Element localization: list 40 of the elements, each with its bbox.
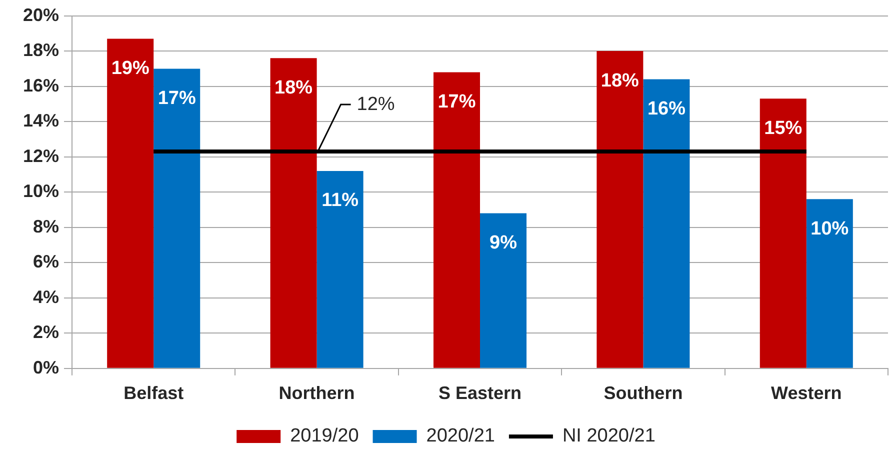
x-tick-label: Southern	[604, 383, 683, 404]
bar	[643, 79, 690, 368]
y-tick-label: 18%	[22, 40, 59, 60]
y-tick-label: 0%	[32, 357, 59, 378]
bar	[154, 68, 200, 368]
data-label: 10%	[810, 218, 849, 240]
bar	[270, 58, 317, 368]
y-tick-label: 12%	[22, 146, 59, 166]
x-tick-label: Western	[771, 383, 842, 404]
data-label: 15%	[764, 118, 802, 139]
y-tick-label: 10%	[22, 181, 59, 202]
y-tick-label: 14%	[22, 110, 59, 131]
legend-label: 2020/21	[426, 426, 495, 447]
x-tick-label: Belfast	[124, 383, 184, 404]
x-tick-label: Northern	[278, 383, 355, 404]
bar	[107, 38, 154, 368]
bar	[596, 51, 644, 368]
y-tick-label: 16%	[22, 75, 59, 96]
bar	[480, 213, 527, 368]
bar	[806, 199, 853, 368]
y-tick-label: 6%	[32, 252, 59, 272]
data-label: 17%	[158, 88, 196, 109]
data-label: 19%	[111, 58, 150, 79]
legend-label: 2019/20	[290, 426, 359, 447]
y-tick-label: 20%	[22, 4, 59, 25]
data-label: 18%	[274, 77, 313, 98]
x-tick-label: S Eastern	[438, 383, 522, 404]
bar	[316, 170, 364, 368]
y-tick-label: 8%	[32, 216, 59, 236]
bar	[760, 98, 806, 368]
y-tick-label: 4%	[32, 286, 59, 307]
y-tick-label: 2%	[32, 322, 59, 342]
data-label: 9%	[490, 232, 518, 254]
data-label: 11%	[322, 190, 359, 212]
legend-label: NI 2020/21	[562, 426, 656, 447]
data-label: 16%	[647, 98, 686, 120]
data-label: 12%	[356, 94, 395, 115]
bar	[433, 72, 480, 368]
data-label: 17%	[438, 91, 476, 112]
data-label: 18%	[600, 70, 640, 92]
